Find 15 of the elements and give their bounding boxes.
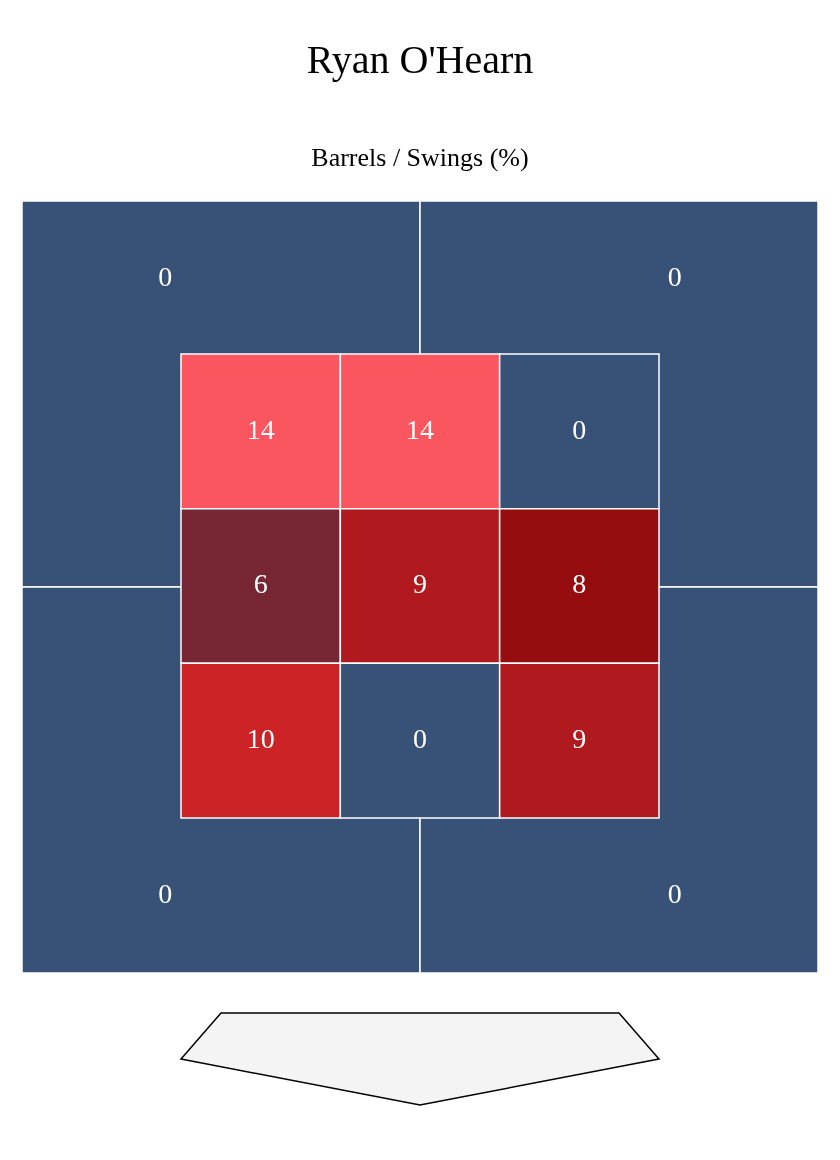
data-label: 9 <box>572 723 587 755</box>
data-label: 0 <box>413 723 427 755</box>
data-label: 8 <box>572 568 587 600</box>
chart-title: Ryan O'Hearn <box>305 36 535 84</box>
data-label: 0 <box>572 413 587 445</box>
data-label: 9 <box>413 568 427 600</box>
data-label: 10 <box>246 723 275 755</box>
data-label: 0 <box>158 878 173 910</box>
data-label: 0 <box>667 878 682 910</box>
data-label: 0 <box>667 260 682 292</box>
chart-subtitle: Barrels / Swings (%) <box>310 142 530 174</box>
data-label: 14 <box>406 413 434 445</box>
data-label: 14 <box>246 413 275 445</box>
data-label: 0 <box>158 260 173 292</box>
data-label: 6 <box>253 568 268 600</box>
